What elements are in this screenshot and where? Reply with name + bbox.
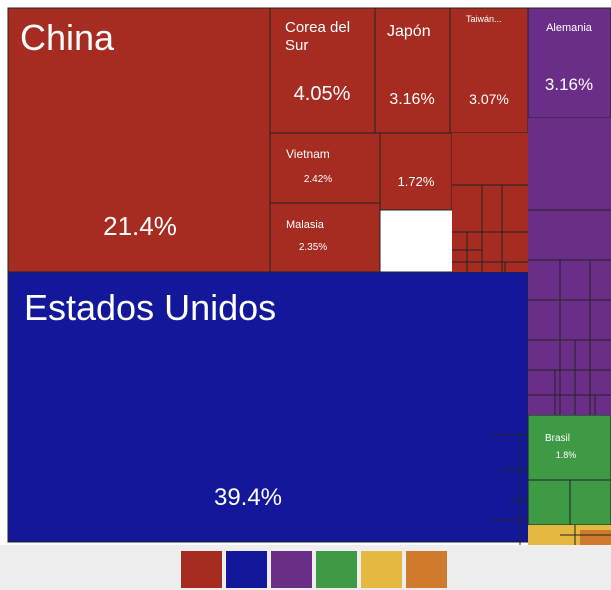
tile bbox=[7, 7, 271, 273]
tile-value: 4.05% bbox=[294, 83, 351, 105]
legend-swatch bbox=[271, 551, 312, 588]
legend bbox=[181, 551, 447, 588]
tile-value: 1.72% bbox=[398, 174, 435, 189]
tile-value: 3.16% bbox=[389, 91, 434, 108]
tile-name: Taiwán... bbox=[466, 14, 502, 24]
tile bbox=[269, 7, 376, 134]
tile-name: Brasil bbox=[545, 433, 570, 444]
tile-value: 3.07% bbox=[469, 91, 509, 107]
legend-swatch bbox=[406, 551, 447, 588]
small-tiles bbox=[452, 118, 611, 545]
tile bbox=[527, 7, 611, 119]
small-purple-region bbox=[528, 118, 611, 415]
legend-swatch bbox=[181, 551, 222, 588]
tile-name: Alemania bbox=[546, 22, 593, 34]
small-orange-region bbox=[580, 530, 611, 545]
tile-name: China bbox=[20, 17, 115, 58]
tile bbox=[379, 132, 453, 211]
legend-swatch bbox=[316, 551, 357, 588]
tile-name: Malasia bbox=[286, 219, 325, 231]
tile-name: Vietnam bbox=[286, 147, 330, 161]
tile-name: Japón bbox=[387, 23, 431, 40]
tile-value: 21.4% bbox=[103, 211, 177, 241]
tile-borders bbox=[452, 184, 611, 545]
legend-swatch bbox=[226, 551, 267, 588]
tile-value: 2.42% bbox=[304, 174, 332, 185]
tile bbox=[449, 7, 529, 134]
tile-value: 3.16% bbox=[545, 75, 593, 94]
legend-swatch bbox=[361, 551, 402, 588]
tile-name-line: Corea del bbox=[285, 19, 350, 36]
tile bbox=[374, 7, 451, 134]
tile-name-line: Sur bbox=[285, 37, 308, 54]
tile-value: 1.8% bbox=[556, 450, 577, 460]
tiles: China 21.4% Corea del Sur 4.05% Japón 3.16% Tai… bbox=[7, 7, 611, 543]
tile bbox=[269, 202, 381, 273]
tile-name: Corea del Sur bbox=[285, 19, 350, 54]
small-red-region bbox=[452, 133, 528, 272]
tile bbox=[269, 132, 381, 204]
tile-value: 2.35% bbox=[299, 242, 327, 253]
tile-name: Estados Unidos bbox=[24, 287, 276, 328]
tile-value: 39.4% bbox=[214, 484, 282, 511]
